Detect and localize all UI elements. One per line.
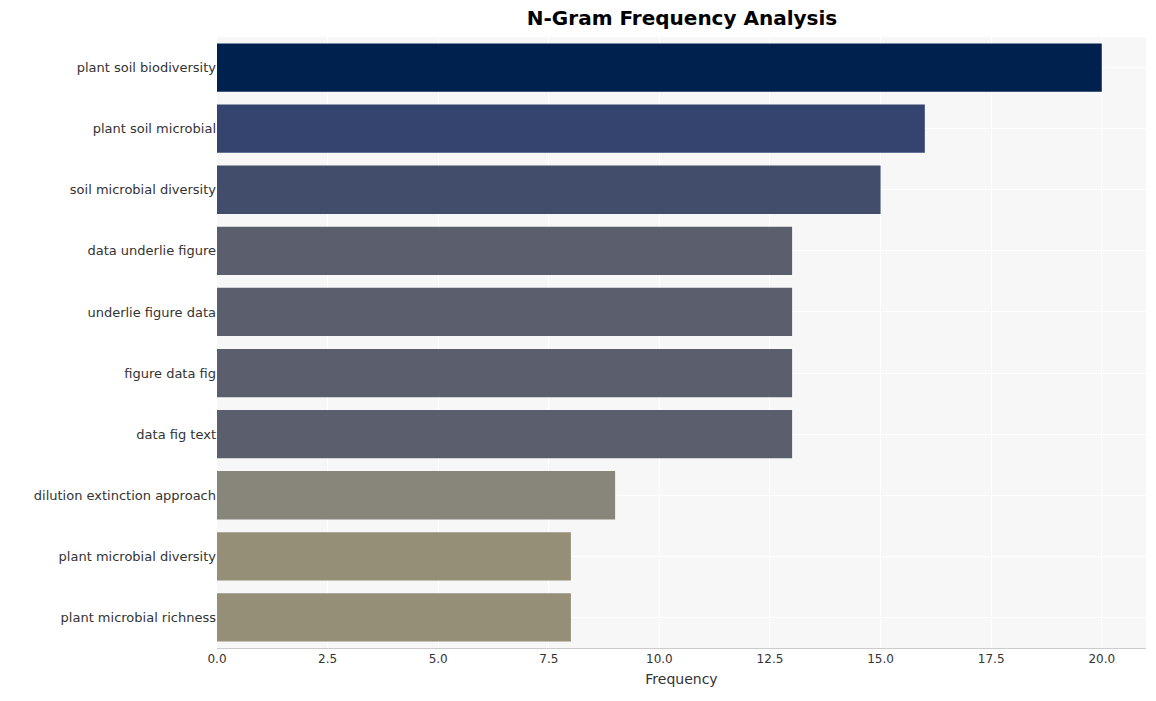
svg-text:N-Gram Frequency Analysis: N-Gram Frequency Analysis: [527, 6, 837, 30]
svg-text:5.0: 5.0: [429, 652, 448, 666]
svg-text:plant soil biodiversity: plant soil biodiversity: [77, 60, 217, 75]
svg-text:7.5: 7.5: [539, 652, 558, 666]
svg-text:soil microbial diversity: soil microbial diversity: [70, 182, 216, 197]
svg-text:0.0: 0.0: [207, 652, 226, 666]
svg-text:dilution extinction approach: dilution extinction approach: [34, 488, 216, 503]
svg-text:plant soil microbial: plant soil microbial: [93, 121, 216, 136]
svg-text:figure data fig: figure data fig: [124, 366, 216, 381]
svg-text:data underlie figure: data underlie figure: [87, 243, 216, 258]
svg-text:data fig text: data fig text: [136, 427, 216, 442]
svg-text:20.0: 20.0: [1088, 652, 1115, 666]
svg-text:15.0: 15.0: [867, 652, 894, 666]
svg-text:underlie figure data: underlie figure data: [87, 305, 216, 320]
svg-text:plant microbial richness: plant microbial richness: [61, 610, 217, 625]
svg-text:plant microbial diversity: plant microbial diversity: [59, 549, 217, 564]
svg-text:Frequency: Frequency: [645, 671, 717, 687]
svg-text:17.5: 17.5: [978, 652, 1005, 666]
svg-text:2.5: 2.5: [318, 652, 337, 666]
svg-text:12.5: 12.5: [757, 652, 784, 666]
svg-text:10.0: 10.0: [646, 652, 673, 666]
